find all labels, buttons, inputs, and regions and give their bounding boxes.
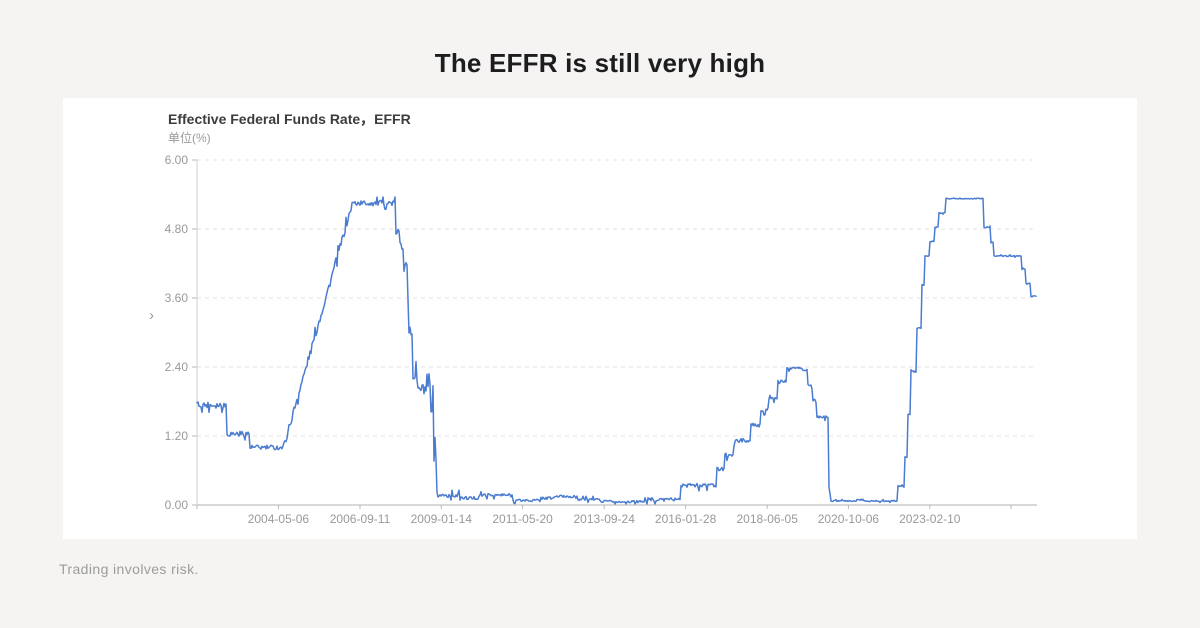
svg-text:6.00: 6.00 (165, 153, 189, 167)
svg-text:1.20: 1.20 (165, 429, 189, 443)
svg-text:2.40: 2.40 (165, 360, 189, 374)
svg-text:2009-01-14: 2009-01-14 (411, 512, 473, 526)
svg-text:2020-10-06: 2020-10-06 (818, 512, 880, 526)
chart-card: Effective Federal Funds Rate，EFFR 单位(%) … (63, 98, 1137, 539)
svg-text:2011-05-20: 2011-05-20 (492, 512, 553, 526)
chart-canvas: 0.00 1.20 2.40 3.60 4.80 6.00 2004-05-06 2006-0… (165, 153, 1037, 526)
svg-text:2004-05-06: 2004-05-06 (248, 512, 310, 526)
svg-text:0.00: 0.00 (165, 498, 189, 512)
svg-text:4.80: 4.80 (165, 222, 189, 236)
svg-text:2023-02-10: 2023-02-10 (899, 512, 961, 526)
svg-text:2018-06-05: 2018-06-05 (737, 512, 799, 526)
svg-text:2016-01-28: 2016-01-28 (655, 512, 717, 526)
svg-text:2006-09-11: 2006-09-11 (330, 512, 391, 526)
disclaimer-text: Trading involves risk. (59, 561, 199, 577)
effr-line-chart: 0.00 1.20 2.40 3.60 4.80 6.00 2004-05-06 2006-0… (63, 98, 1137, 539)
svg-text:2013-09-24: 2013-09-24 (574, 512, 636, 526)
page-title: The EFFR is still very high (434, 48, 766, 78)
chevron-right-icon[interactable]: › (149, 307, 154, 324)
svg-text:3.60: 3.60 (165, 291, 189, 305)
chart-title: Effective Federal Funds Rate，EFFR (168, 111, 411, 127)
chart-unit-label: 单位(%) (168, 131, 211, 145)
